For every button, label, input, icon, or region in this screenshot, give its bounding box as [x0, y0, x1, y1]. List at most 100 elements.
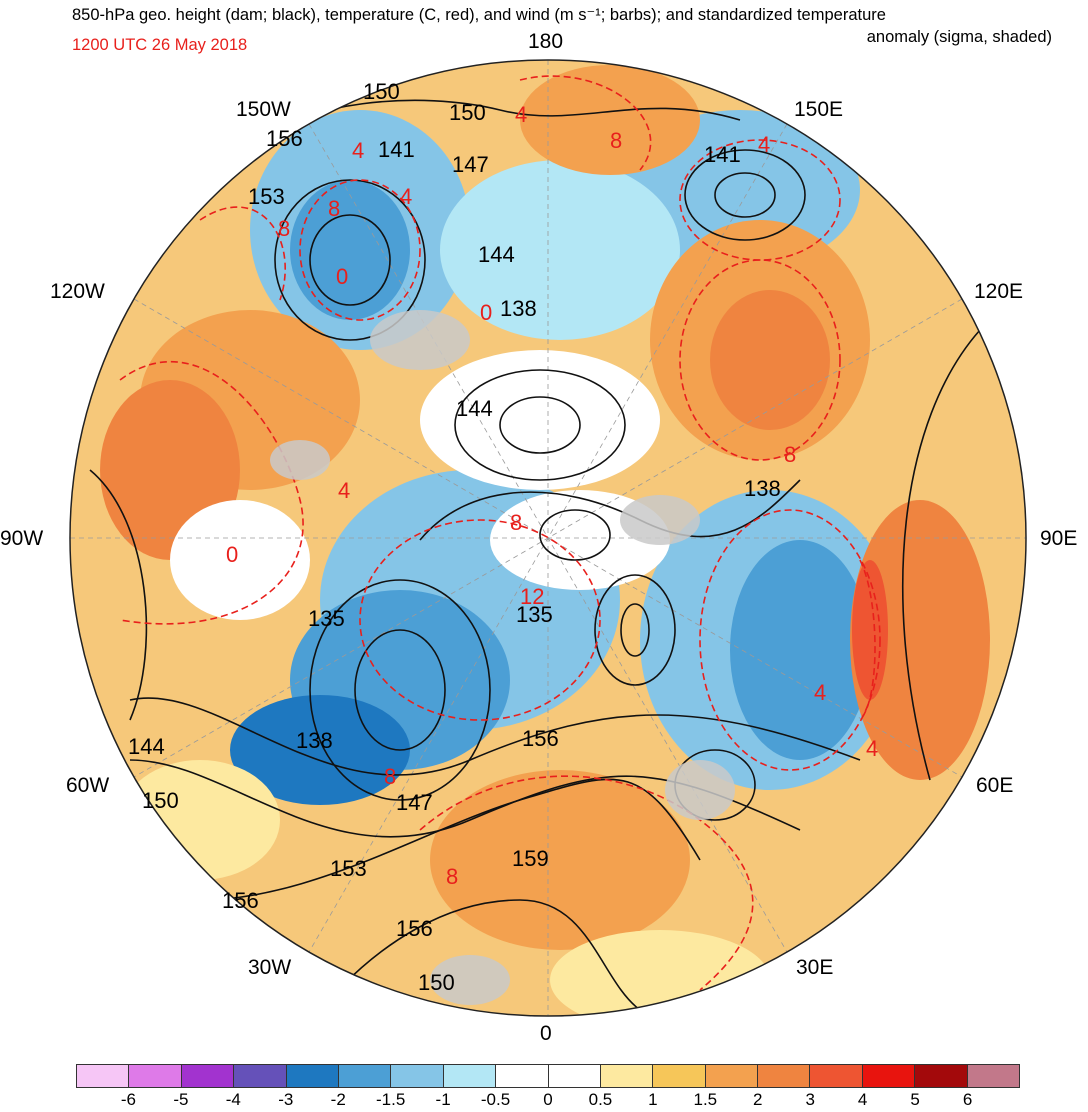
lon-label-30w: 30W [248, 956, 292, 979]
temperature-label: 8 [784, 442, 796, 467]
height-label: 150 [418, 970, 455, 995]
title-line-1: 850-hPa geo. height (dam; black), temper… [72, 6, 886, 24]
lon-label-30e: 30E [796, 956, 834, 979]
colorbar-tick-label: -3 [278, 1090, 294, 1109]
colorbar-swatch [129, 1065, 182, 1087]
height-label: 153 [248, 184, 285, 209]
colorbar-tick-label: -5 [173, 1090, 189, 1109]
temperature-label: 12 [520, 584, 544, 609]
colorbar-swatch [705, 1065, 759, 1087]
temperature-label: 8 [328, 196, 340, 221]
height-label: 156 [396, 916, 433, 941]
height-label: 144 [478, 242, 515, 267]
temperature-label: 4 [515, 102, 527, 127]
colorbar-swatch [915, 1065, 968, 1087]
height-label: 138 [296, 728, 333, 753]
height-label: 141 [378, 137, 415, 162]
colorbar-tick-label: -1.5 [376, 1090, 406, 1109]
colorbar-tick-label: 1 [648, 1090, 658, 1109]
temperature-label: 4 [400, 184, 412, 209]
temperature-label: 0 [226, 542, 238, 567]
height-labels: 150 150 156 141 147 153 144 138 144 138 … [128, 79, 781, 995]
colorbar-tick-label: 4 [857, 1090, 868, 1109]
lon-label-150w: 150W [236, 98, 291, 121]
lon-label-150e: 150E [794, 98, 844, 121]
title-line-2: anomaly (sigma, shaded) [866, 28, 1052, 46]
anomaly-shading [100, 65, 990, 1016]
colorbar-tick-label: -6 [120, 1090, 136, 1109]
colorbar-swatch [496, 1065, 549, 1087]
temperature-label: 4 [338, 478, 350, 503]
colorbar-swatch [338, 1065, 392, 1087]
colorbar-tick-label: 0 [543, 1090, 553, 1109]
lon-label-90e: 90E [1040, 527, 1078, 550]
temperature-label: 8 [384, 764, 396, 789]
colorbar-swatch [391, 1065, 444, 1087]
temperature-label: 8 [610, 128, 622, 153]
colorbar-swatch [810, 1065, 863, 1087]
height-label: 153 [330, 856, 367, 881]
height-label: 135 [516, 602, 553, 627]
colorbar-swatch [286, 1065, 339, 1087]
colorbar-tick-label: 2 [753, 1090, 763, 1109]
colorbar-ticks: -6 -5 -4 -3 -2 -1.5 -1 -0.5 0 0.5 1 1.5 2 3 4 5 6 [76, 1090, 1020, 1112]
temperature-labels: 4 4 8 4 8 8 0 0 4 8 0 4 4 8 8 4 12 8 [226, 102, 878, 889]
lon-label-120e: 120E [974, 280, 1024, 303]
height-label: 138 [500, 296, 537, 321]
lon-label-120w: 120W [50, 280, 105, 303]
colorbar-tick-label: -4 [225, 1090, 241, 1109]
colorbar-tick-label: -1 [435, 1090, 451, 1109]
height-label: 150 [142, 788, 179, 813]
colorbar-tick-label: 6 [962, 1090, 973, 1109]
colorbar-swatch [443, 1065, 497, 1087]
land-mask [270, 310, 735, 1005]
colorbar-swatch [548, 1065, 601, 1087]
colorbar-swatch [77, 1065, 130, 1087]
colorbar-swatch [600, 1065, 654, 1087]
height-label: 156 [266, 126, 303, 151]
valid-time: 1200 UTC 26 May 2018 [72, 36, 248, 54]
colorbar-swatch [234, 1065, 287, 1087]
temperature-label: 4 [814, 680, 826, 705]
height-label: 135 [308, 606, 345, 631]
colorbar-tick-label: -0.5 [480, 1090, 511, 1109]
temperature-label: 0 [336, 264, 348, 289]
colorbar-tick-label: 0.5 [588, 1090, 613, 1109]
map-boundary [69, 59, 1027, 1017]
temperature-contours [119, 75, 881, 991]
height-label: 156 [222, 888, 259, 913]
temperature-label: 8 [446, 864, 458, 889]
height-label: 159 [512, 846, 549, 871]
colorbar-swatch [758, 1065, 811, 1087]
height-label: 150 [449, 100, 486, 125]
colorbar-tick-label: 5 [910, 1090, 920, 1109]
colorbar [76, 1064, 1020, 1088]
height-label: 147 [452, 152, 489, 177]
lon-label-60e: 60E [976, 774, 1014, 797]
temperature-label: 4 [352, 138, 364, 163]
lon-label-60w: 60W [66, 774, 110, 797]
lon-label-180: 180 [528, 30, 564, 53]
height-label: 144 [128, 734, 165, 759]
temperature-label: 4 [866, 736, 878, 761]
temperature-label: 0 [480, 300, 492, 325]
colorbar-tick-label: 3 [805, 1090, 815, 1109]
lon-label-90w: 90W [0, 527, 44, 550]
height-label: 141 [704, 142, 741, 167]
height-label: 144 [456, 396, 493, 421]
temperature-label: 8 [510, 510, 522, 535]
colorbar-tick-label: -2 [330, 1090, 346, 1109]
temperature-label: 8 [278, 216, 290, 241]
chart-title: 850-hPa geo. height (dam; black), temper… [72, 4, 1052, 48]
colorbar-swatch [862, 1065, 916, 1087]
height-label: 150 [363, 79, 400, 104]
lon-label-0: 0 [540, 1022, 552, 1045]
height-label: 147 [396, 790, 433, 815]
temperature-label: 4 [758, 132, 770, 157]
height-label: 156 [522, 726, 559, 751]
colorbar-swatch [181, 1065, 235, 1087]
colorbar-swatch [653, 1065, 706, 1087]
colorbar-tick-label: 1.5 [693, 1090, 718, 1109]
colorbar-swatch [967, 1065, 1020, 1087]
